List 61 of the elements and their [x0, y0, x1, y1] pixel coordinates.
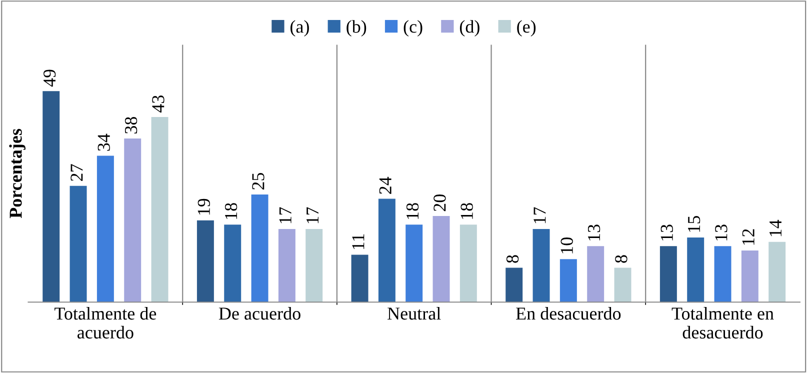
data-label: 24 — [379, 176, 392, 194]
data-label: 18 — [224, 203, 238, 219]
data-label: 43 — [152, 95, 164, 112]
data-label: 34 — [98, 134, 110, 151]
data-label: 14 — [770, 220, 782, 236]
bar — [278, 228, 296, 302]
legend-label: (d) — [460, 20, 480, 36]
legend-label: (a) — [290, 20, 309, 36]
bar — [351, 254, 368, 302]
bar — [506, 268, 523, 302]
x-tick-label: En desacuerdo — [516, 306, 621, 320]
data-label: 18 — [460, 203, 473, 219]
y-axis-title: Porcentajes — [9, 128, 26, 218]
x-tick-label: Neutral — [388, 306, 441, 320]
legend-label: (b) — [346, 20, 366, 36]
data-label: 18 — [406, 203, 419, 219]
data-label: 13 — [715, 224, 728, 240]
bar — [741, 250, 758, 302]
legend-label: (e) — [517, 20, 536, 36]
bar — [768, 242, 786, 302]
bar — [151, 117, 168, 302]
data-label: 49 — [44, 70, 56, 87]
bar — [251, 194, 268, 302]
bar — [306, 228, 323, 302]
bar — [660, 246, 677, 302]
data-label: 25 — [252, 172, 264, 190]
bar — [714, 246, 732, 302]
data-label: 17 — [279, 207, 292, 224]
bar — [406, 224, 423, 302]
data-label: 13 — [660, 224, 673, 240]
data-label: 13 — [588, 224, 600, 240]
bar — [432, 216, 450, 302]
bar — [614, 268, 632, 302]
data-label: 38 — [124, 116, 138, 134]
bar — [70, 186, 87, 302]
bar — [460, 224, 477, 302]
data-label: 17 — [306, 207, 318, 224]
data-label: 15 — [688, 216, 700, 232]
bar — [687, 238, 704, 302]
data-label: 20 — [434, 194, 446, 212]
data-label: 10 — [560, 238, 573, 254]
bar — [124, 138, 142, 302]
x-tick-label: Totalmente de acuerdo — [54, 306, 156, 339]
bar — [587, 246, 604, 302]
bar — [532, 228, 550, 302]
data-label: 17 — [534, 207, 546, 224]
data-label: 8 — [506, 255, 519, 263]
x-tick-label: De acuerdo — [218, 306, 300, 320]
data-label: 27 — [70, 164, 83, 181]
legend-label: (c) — [404, 20, 422, 36]
bar — [96, 156, 114, 302]
bar — [378, 198, 396, 302]
bar — [42, 91, 60, 302]
x-tick-label: Totalmente en desacuerdo — [672, 306, 774, 339]
bar — [560, 259, 577, 302]
bar — [196, 220, 214, 302]
data-label: 19 — [198, 198, 210, 215]
bar — [224, 224, 242, 302]
data-label: 12 — [742, 229, 754, 245]
data-label: 11 — [352, 234, 364, 250]
data-label: 8 — [615, 255, 628, 263]
